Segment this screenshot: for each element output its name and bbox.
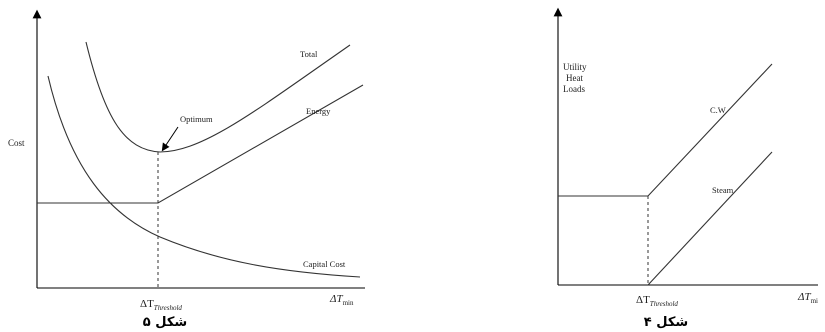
fig4-threshold-tick: ΔTThreshold [636, 294, 678, 308]
fig5-y-axis-label: Cost [8, 138, 25, 148]
steam-line [647, 151, 773, 286]
total-curve [85, 41, 351, 153]
fig5-x-axis-label: ΔTmin [329, 293, 354, 307]
capital-cost-curve [47, 75, 361, 278]
total-label: Total [300, 49, 318, 59]
steam-label: Steam [712, 185, 734, 195]
energy-curve [37, 84, 364, 204]
fig4-y-axis-label-1: Utility [563, 62, 587, 72]
fig4-y-axis-label-2: Heat [566, 73, 583, 83]
fig4-y-axis-label-3: Loads [563, 84, 585, 94]
figure-5: Cost Optimum Total Energy Capital Cost Δ… [8, 9, 365, 330]
figure-4: Utility Heat Loads C.W Steam ΔTThreshold… [553, 7, 818, 330]
optimum-label: Optimum [180, 114, 213, 124]
fig5-threshold-tick: ΔTThreshold [140, 298, 182, 312]
fig5-caption: شکل ۵ [143, 315, 187, 330]
energy-label: Energy [306, 106, 331, 116]
cw-line [558, 63, 773, 197]
fig4-caption: شکل ۴ [644, 315, 688, 330]
fig4-x-axis-label: ΔTmi [797, 291, 818, 305]
capital-cost-label: Capital Cost [303, 259, 346, 269]
cw-label: C.W [710, 105, 726, 115]
optimum-pointer [161, 126, 179, 152]
